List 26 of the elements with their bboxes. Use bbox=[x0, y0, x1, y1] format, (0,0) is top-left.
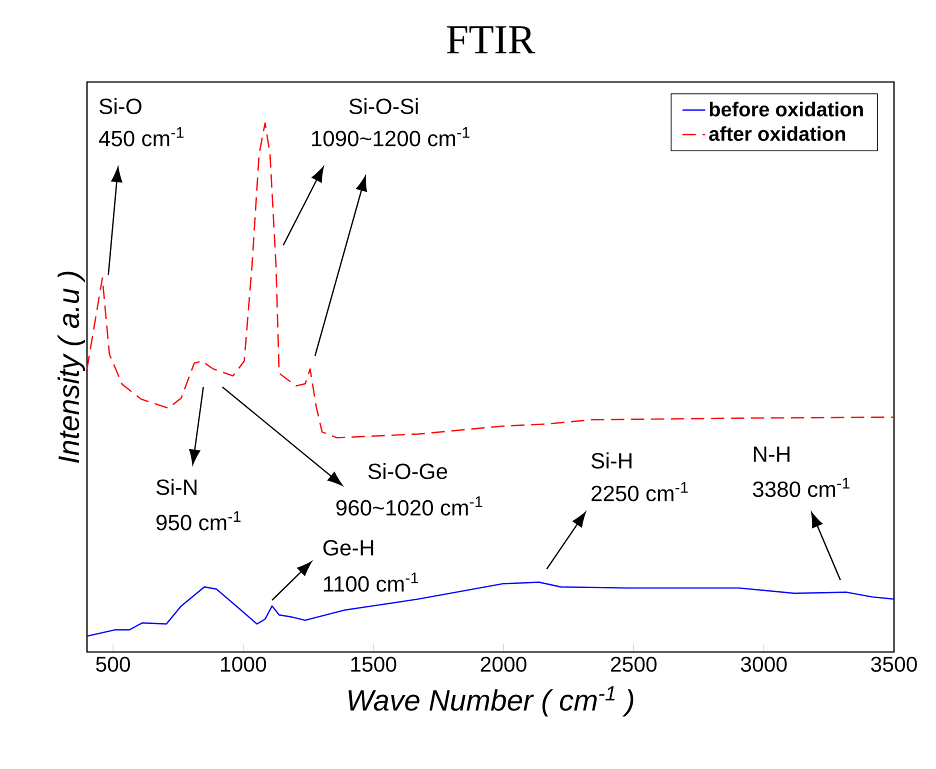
legend-label: after oxidation bbox=[709, 126, 846, 141]
y-axis-title: Intensity ( a.u ) bbox=[58, 272, 85, 463]
annotation: 1090~1200 cm$^{-1}$ bbox=[312, 127, 470, 146]
text: Si-O-Si bbox=[349, 98, 418, 114]
x-tick-label: 1500 bbox=[351, 656, 396, 672]
annotation: Si-N bbox=[156, 478, 196, 496]
annotation: Si-O-Ge bbox=[368, 463, 448, 480]
annotation: Si-H bbox=[591, 452, 632, 469]
chart-title: FTIR bbox=[446, 26, 536, 54]
legend-label: before oxidation bbox=[710, 102, 863, 116]
annotation: Ge-H bbox=[323, 540, 374, 556]
x-tick-label: 500 bbox=[96, 656, 130, 672]
annotation: 1100 cm$^{-1}$ bbox=[324, 572, 418, 592]
annotation: 450 cm$^{-1}$ bbox=[98, 127, 184, 146]
annotation: 950 cm$^{-1}$ bbox=[156, 511, 241, 530]
x-axis-title: Wave Number ( cm$^{-1}$ ) bbox=[348, 686, 634, 717]
text: Si-O bbox=[99, 98, 142, 114]
x-tick-label: 3000 bbox=[740, 656, 787, 672]
x-tick-label: 2000 bbox=[480, 656, 526, 672]
x-tick-label: 2500 bbox=[611, 656, 657, 672]
x-tick-label: 1000 bbox=[221, 656, 266, 672]
annotation: N-H bbox=[754, 446, 790, 462]
annotation: 960~1020 cm$^{-1}$ bbox=[336, 496, 482, 516]
annotation: 3380 cm$^{-1}$ bbox=[752, 478, 850, 498]
annotation: 2250 cm$^{-1}$ bbox=[592, 482, 688, 502]
x-tick-label: 3500 bbox=[871, 656, 917, 672]
